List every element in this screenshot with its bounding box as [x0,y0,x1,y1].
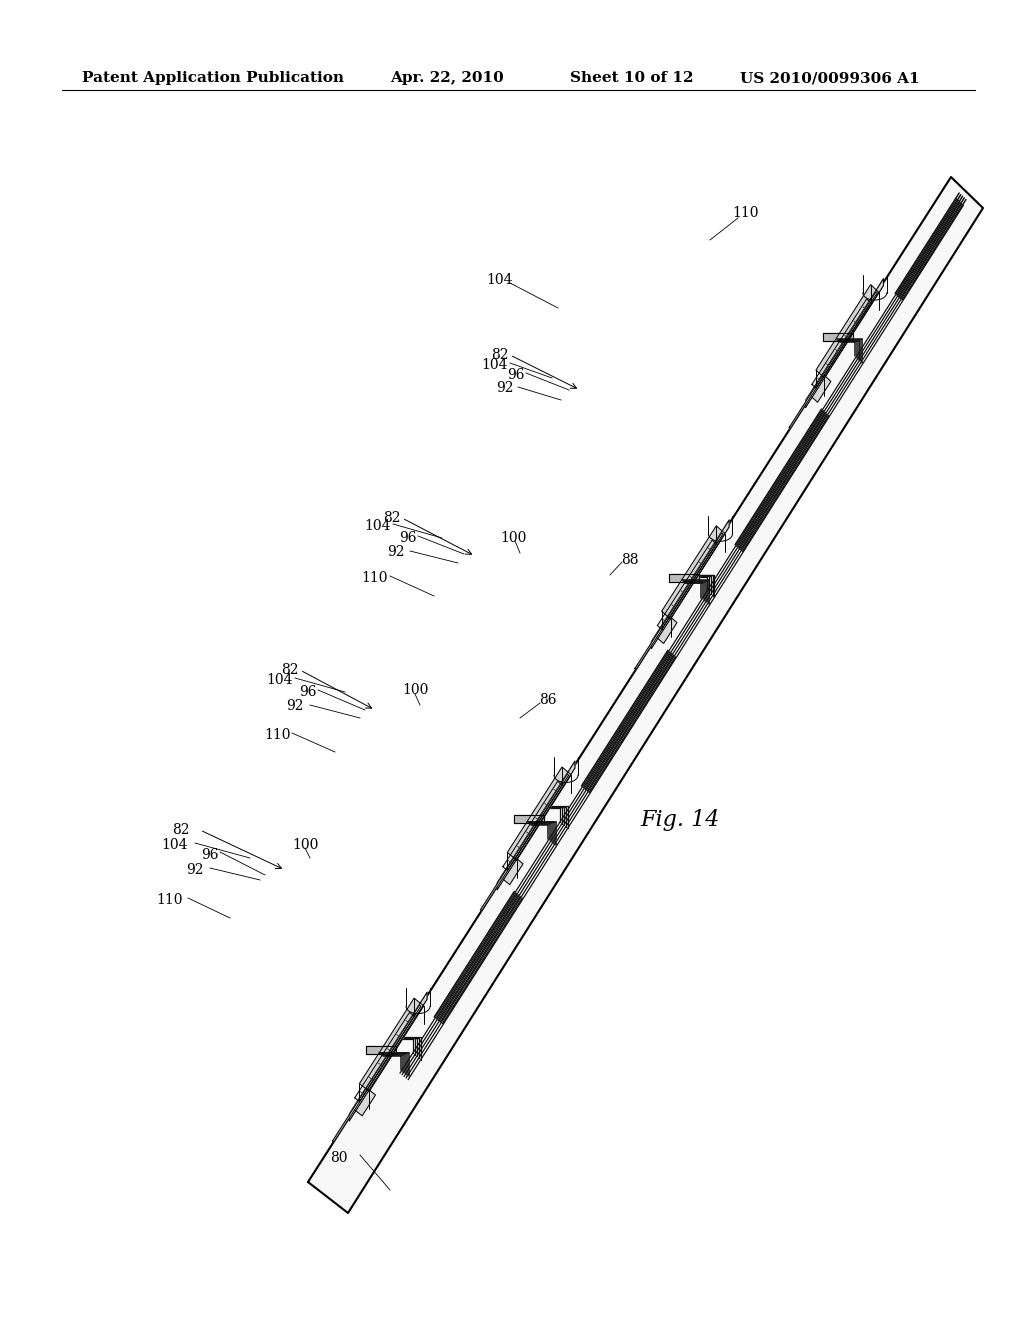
Polygon shape [354,1012,414,1102]
Polygon shape [501,857,523,884]
Text: 92: 92 [186,863,204,876]
Text: 104: 104 [481,358,508,372]
Text: 82: 82 [282,663,299,677]
Polygon shape [349,993,427,1121]
Polygon shape [353,1088,376,1115]
Polygon shape [498,762,574,890]
Polygon shape [669,574,699,582]
Polygon shape [816,285,879,378]
Text: 88: 88 [622,553,639,568]
Text: 92: 92 [387,545,404,558]
Text: 104: 104 [162,838,188,851]
Text: 110: 110 [157,894,183,907]
Text: 82: 82 [383,511,400,525]
Polygon shape [651,520,729,648]
Polygon shape [657,540,717,630]
Polygon shape [503,781,562,870]
Text: 100: 100 [401,682,428,697]
Text: 104: 104 [266,673,293,686]
Text: 110: 110 [733,206,759,220]
Text: 96: 96 [399,531,417,545]
Polygon shape [655,615,677,643]
Polygon shape [367,1047,396,1055]
Polygon shape [790,292,878,429]
Text: 92: 92 [497,381,514,395]
Polygon shape [635,533,723,669]
Polygon shape [806,279,884,408]
Polygon shape [333,1006,421,1142]
Text: Apr. 22, 2010: Apr. 22, 2010 [390,71,504,84]
Text: 80: 80 [331,1151,348,1166]
Text: 104: 104 [365,519,391,533]
Polygon shape [662,525,725,619]
Polygon shape [308,177,983,1213]
Polygon shape [823,333,853,341]
Text: Patent Application Publication: Patent Application Publication [82,71,344,84]
Text: Fig. 14: Fig. 14 [640,809,720,832]
Text: 92: 92 [287,700,304,713]
Polygon shape [812,298,870,388]
Text: 100: 100 [501,531,527,545]
Text: 104: 104 [486,273,513,286]
Text: 110: 110 [265,729,291,742]
Polygon shape [359,998,424,1092]
Text: 96: 96 [507,368,524,381]
Text: 100: 100 [292,838,318,851]
Text: 96: 96 [299,685,316,700]
Polygon shape [514,816,545,824]
Text: 96: 96 [202,847,219,862]
Text: Sheet 10 of 12: Sheet 10 of 12 [570,71,693,84]
Polygon shape [507,767,571,861]
Text: 110: 110 [361,572,388,585]
Polygon shape [810,374,830,403]
Text: 86: 86 [540,693,557,708]
Polygon shape [480,774,568,911]
Text: US 2010/0099306 A1: US 2010/0099306 A1 [740,71,920,84]
Text: 82: 82 [172,822,190,837]
Text: 82: 82 [492,348,509,362]
